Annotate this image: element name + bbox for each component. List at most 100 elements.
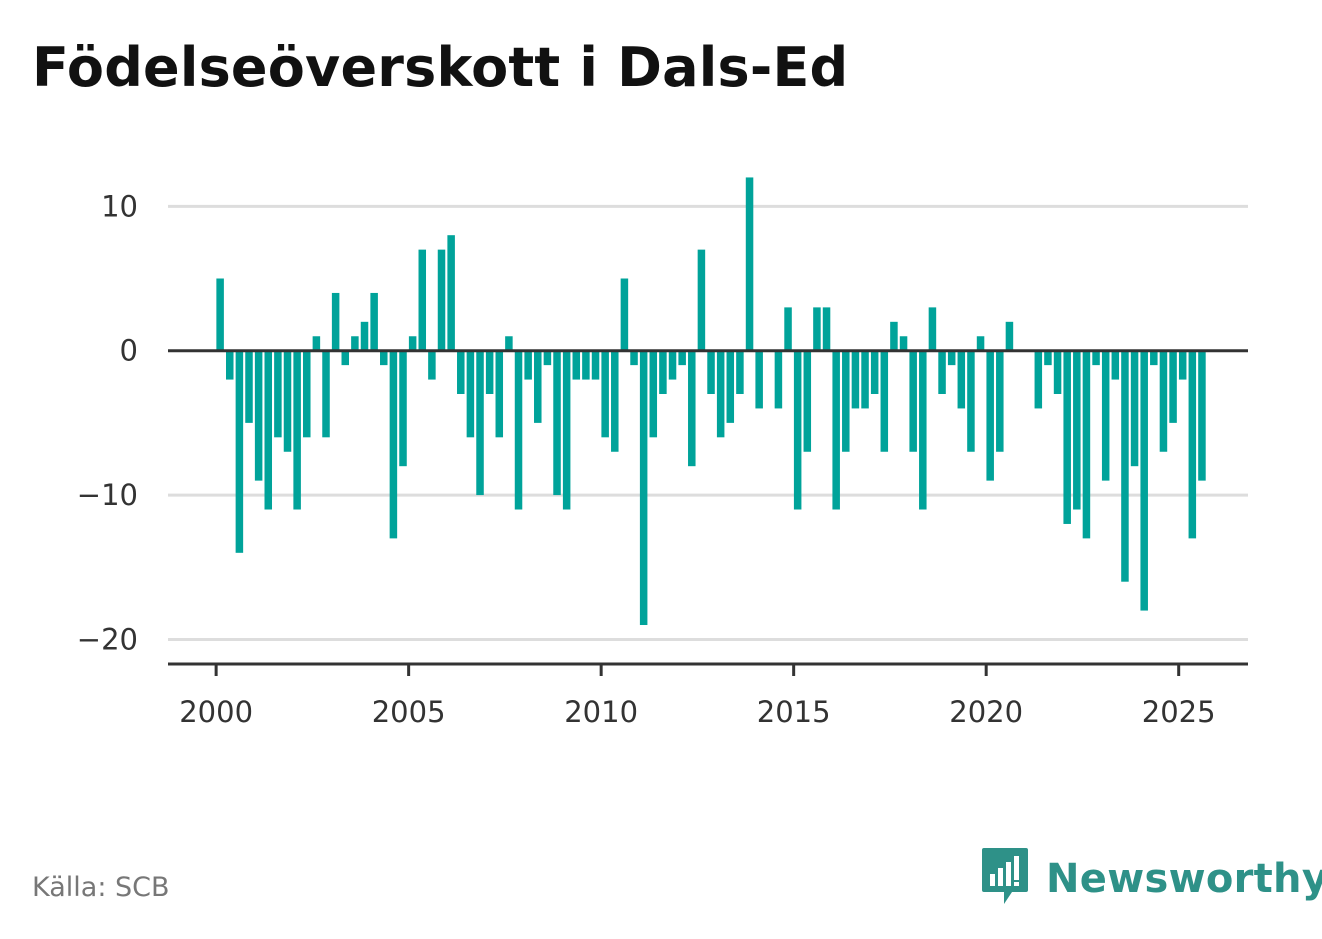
bar: [1169, 350, 1177, 423]
bar: [235, 350, 244, 553]
bar: [745, 177, 754, 351]
bar: [380, 350, 388, 366]
bar: [611, 350, 619, 452]
bar: [505, 336, 513, 351]
bar: [1159, 350, 1168, 452]
bar: [466, 350, 475, 438]
bar: [264, 350, 273, 510]
bar: [1092, 350, 1100, 366]
bar: [1034, 350, 1043, 409]
y-tick-label: 10: [101, 189, 138, 223]
tick-labels: 10 0 −10 −20 2000 2005 2010 2015 2020 2025: [77, 189, 1216, 729]
bar: [707, 350, 715, 394]
source-note: Källa: SCB: [32, 872, 170, 903]
bar: [899, 336, 908, 351]
bar: [649, 350, 658, 438]
bar: [639, 350, 648, 626]
bar: [437, 249, 446, 351]
bar: [283, 350, 292, 452]
bar: [476, 350, 484, 496]
bar: [861, 350, 869, 409]
bar: [890, 321, 898, 351]
bar: [832, 350, 840, 510]
bar: [919, 350, 927, 510]
x-tick-label: 2025: [1142, 695, 1216, 729]
bar: [331, 292, 340, 351]
bar: [668, 350, 677, 380]
bar: [495, 350, 504, 438]
bar: [601, 350, 609, 438]
x-tick-label: 2020: [949, 695, 1023, 729]
bar: [1130, 350, 1139, 467]
bar: [351, 336, 359, 351]
bar: [457, 350, 465, 394]
x-tick-label: 2010: [564, 695, 638, 729]
bar: [793, 350, 802, 510]
bar: [996, 350, 1004, 452]
bar: [1150, 350, 1158, 366]
bar: [755, 350, 763, 409]
y-tick-label: −10: [77, 478, 138, 512]
chart-title: Födelseöverskott i Dals-Ed: [32, 36, 849, 99]
bar: [1053, 350, 1062, 394]
bar: [967, 350, 975, 452]
bar: [1101, 350, 1110, 481]
bar: [803, 350, 812, 452]
bar: [418, 249, 427, 351]
bar: [591, 350, 600, 380]
bar: [1121, 350, 1129, 582]
bar: [870, 350, 879, 394]
bar: [562, 350, 571, 510]
bar: [697, 249, 706, 351]
bar: [524, 350, 532, 380]
bar: [842, 350, 850, 452]
x-tick-label: 2005: [372, 695, 446, 729]
bar: [572, 350, 581, 380]
bar: [216, 278, 224, 351]
bar: [399, 350, 407, 467]
bar: [341, 350, 350, 366]
bar: [1073, 350, 1081, 510]
bar: [447, 235, 455, 351]
bar: [293, 350, 301, 510]
bar: [370, 292, 378, 351]
bar: [582, 350, 590, 380]
bar: [938, 350, 946, 394]
bar: [630, 350, 638, 366]
bar: [312, 336, 321, 351]
bar: [1140, 350, 1148, 611]
y-tick-label: −20: [77, 622, 138, 656]
bar: [408, 336, 417, 351]
bar: [620, 278, 629, 351]
axes: [168, 349, 1248, 676]
bar: [514, 350, 523, 510]
bar: [784, 307, 792, 351]
bar: [322, 350, 330, 438]
bar: [957, 350, 966, 409]
bars: [216, 177, 1206, 626]
brand-name: Newsworthy: [1046, 856, 1322, 902]
bar: [1082, 350, 1091, 539]
bar: [774, 350, 783, 409]
bar: [1111, 350, 1120, 380]
y-tick-label: 0: [120, 334, 138, 368]
bar: [726, 350, 735, 423]
brand-logo[interactable]: Newsworthy: [980, 846, 1322, 912]
x-tick-label: 2000: [179, 695, 253, 729]
bar: [947, 350, 956, 366]
bar: [1005, 321, 1014, 351]
bar: [1044, 350, 1052, 366]
bar: [360, 321, 369, 351]
bar: [245, 350, 253, 423]
bar: [485, 350, 494, 394]
bar: [736, 350, 744, 394]
newsworthy-logo-icon: [980, 846, 1030, 912]
bar: [226, 350, 234, 380]
bar: [928, 307, 937, 351]
bar: [909, 350, 917, 452]
bar: [389, 350, 398, 539]
bar: [880, 350, 889, 452]
bar: [813, 307, 821, 351]
bar: [986, 350, 994, 481]
